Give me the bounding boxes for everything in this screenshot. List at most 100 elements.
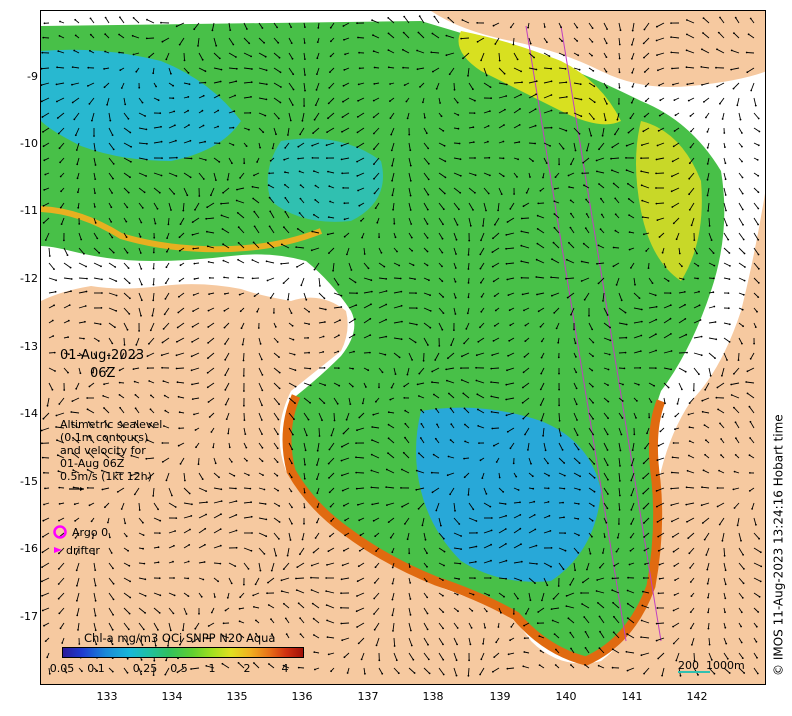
velocity-arrow	[228, 577, 233, 584]
velocity-arrow-head	[374, 535, 377, 538]
velocity-arrow-head	[287, 134, 289, 136]
velocity-arrow	[431, 367, 440, 372]
velocity-arrow-head	[681, 265, 683, 268]
velocity-arrow	[657, 532, 665, 537]
velocity-arrow	[438, 202, 445, 210]
velocity-arrow	[357, 37, 365, 39]
velocity-arrow-head	[460, 379, 463, 381]
velocity-arrow	[708, 247, 714, 254]
velocity-arrow	[611, 169, 620, 174]
velocity-arrow-head	[87, 85, 89, 87]
velocity-arrow	[719, 517, 725, 525]
velocity-arrow-head	[313, 170, 315, 173]
low-chl-northwest	[41, 49, 241, 161]
velocity-arrow	[58, 50, 65, 54]
velocity-arrow	[258, 517, 267, 520]
velocity-arrow-head	[340, 606, 342, 609]
velocity-arrow-head	[277, 489, 279, 492]
velocity-arrow-head	[301, 119, 304, 122]
velocity-arrow	[118, 34, 125, 39]
velocity-arrow-head	[536, 242, 539, 245]
velocity-arrow-head	[278, 521, 281, 523]
velocity-arrow	[453, 172, 461, 177]
velocity-arrow	[656, 502, 665, 508]
velocity-arrow-head	[111, 628, 114, 631]
velocity-arrow	[328, 82, 335, 89]
velocity-arrow-head	[190, 355, 193, 358]
velocity-arrow-head	[158, 612, 161, 614]
velocity-arrow-head	[373, 192, 376, 195]
velocity-arrow	[303, 52, 306, 60]
velocity-arrow-head	[89, 17, 92, 20]
velocity-arrow	[284, 211, 290, 219]
velocity-arrow-head	[596, 579, 599, 581]
velocity-arrow	[150, 322, 155, 331]
velocity-arrow	[618, 37, 621, 45]
velocity-arrow	[678, 247, 681, 254]
velocity-arrow	[371, 439, 380, 444]
velocity-arrow-head	[535, 258, 538, 261]
velocity-arrow	[341, 127, 350, 133]
velocity-arrow-head	[106, 103, 108, 106]
velocity-arrow	[468, 217, 472, 226]
velocity-arrow	[642, 487, 650, 494]
velocity-arrow	[271, 562, 275, 571]
velocity-arrow-head	[509, 447, 512, 450]
velocity-arrow	[303, 472, 306, 479]
velocity-arrow-head	[614, 213, 617, 216]
velocity-arrow	[719, 17, 725, 24]
velocity-arrow-head	[749, 472, 751, 474]
velocity-arrow	[597, 602, 605, 609]
velocity-arrow	[178, 396, 185, 399]
velocity-arrow-head	[459, 191, 462, 194]
velocity-arrow-head	[42, 205, 45, 207]
velocity-arrow	[423, 187, 429, 195]
velocity-arrow-head	[112, 163, 115, 165]
velocity-arrow-head	[152, 495, 155, 497]
velocity-arrow	[627, 617, 635, 624]
velocity-arrow	[614, 562, 620, 567]
velocity-arrow	[58, 577, 65, 585]
velocity-arrow-head	[178, 295, 180, 298]
velocity-arrow-head	[94, 629, 97, 632]
velocity-arrow	[393, 667, 400, 674]
velocity-arrow-head	[719, 16, 721, 19]
velocity-arrow	[374, 622, 380, 630]
velocity-arrow-head	[88, 435, 91, 438]
velocity-arrow	[721, 367, 725, 376]
velocity-arrow-head	[173, 544, 175, 547]
velocity-arrow	[316, 457, 320, 466]
velocity-arrow-head	[445, 54, 448, 57]
velocity-arrow-head	[454, 296, 457, 299]
velocity-arrow-head	[537, 611, 540, 613]
velocity-arrow-head	[277, 117, 280, 120]
velocity-arrow-head	[714, 357, 716, 359]
velocity-arrow	[477, 393, 485, 399]
velocity-arrow	[288, 532, 291, 541]
velocity-arrow-head	[284, 183, 286, 186]
velocity-arrow	[508, 652, 515, 655]
velocity-arrow	[153, 202, 158, 210]
velocity-arrow-head	[237, 258, 240, 261]
velocity-arrow-head	[745, 51, 748, 54]
velocity-arrow-head	[250, 515, 253, 518]
velocity-arrow-head	[373, 132, 375, 135]
velocity-arrow-head	[716, 505, 719, 508]
velocity-arrow-head	[442, 643, 444, 646]
velocity-arrow	[357, 577, 365, 582]
velocity-arrow	[206, 202, 215, 208]
velocity-arrow-head	[193, 413, 195, 416]
velocity-arrow	[268, 604, 275, 609]
velocity-arrow-head	[705, 116, 707, 119]
velocity-arrow	[708, 321, 716, 324]
velocity-arrow-head	[394, 236, 397, 239]
velocity-arrow	[258, 382, 263, 391]
velocity-arrow-head	[369, 334, 372, 336]
velocity-arrow-head	[600, 197, 602, 200]
velocity-arrow-head	[404, 523, 406, 525]
velocity-arrow-head	[719, 102, 721, 105]
velocity-arrow	[498, 187, 503, 195]
velocity-arrow-head	[613, 564, 616, 567]
velocity-arrow-head	[550, 67, 552, 70]
velocity-arrow-head	[520, 244, 523, 247]
